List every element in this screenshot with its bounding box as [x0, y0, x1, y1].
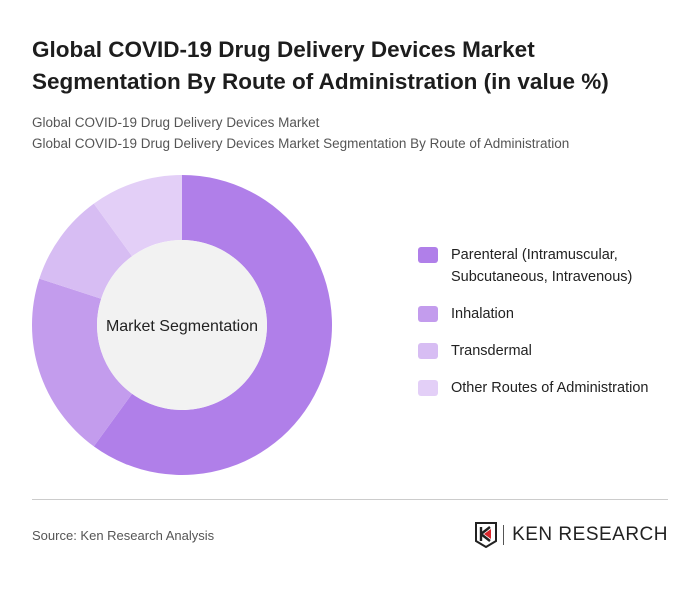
header: Global COVID-19 Drug Delivery Devices Ma…: [0, 0, 700, 164]
legend-item: Parenteral (Intramuscular, Subcutaneous,…: [418, 244, 688, 288]
source-note: Source: Ken Research Analysis: [32, 527, 215, 543]
legend-swatch: [418, 306, 438, 322]
legend-label: Other Routes of Administration: [451, 380, 649, 396]
subtitle-2: Global COVID-19 Drug Delivery Devices Ma…: [32, 136, 570, 151]
footer: Source: Ken Research Analysis KEN RESEAR…: [0, 500, 700, 568]
chart-title: Global COVID-19 Drug Delivery Devices Ma…: [32, 37, 609, 94]
legend-label: Parenteral (Intramuscular, Subcutaneous,…: [451, 247, 633, 285]
legend-item: Inhalation: [418, 303, 688, 325]
ken-research-logo: KEN RESEARCH: [475, 522, 668, 548]
logo-shield-icon: [475, 522, 498, 548]
legend-swatch: [418, 380, 438, 396]
donut-slice-1: [93, 175, 332, 475]
logo-separator: [503, 525, 505, 545]
legend: Parenteral (Intramuscular, Subcutaneous,…: [418, 244, 688, 414]
logo-text: KEN RESEARCH: [512, 524, 668, 545]
divider: [32, 499, 668, 500]
chart-area: Market Segmentation Parenteral (Intramus…: [0, 164, 700, 494]
legend-label: Transdermal: [451, 343, 532, 359]
legend-label: Inhalation: [451, 306, 514, 322]
legend-item: Other Routes of Administration: [418, 377, 688, 399]
donut-chart: Market Segmentation: [32, 175, 332, 475]
subtitle-1: Global COVID-19 Drug Delivery Devices Ma…: [32, 115, 320, 130]
legend-swatch: [418, 247, 438, 263]
donut-slice-2: [32, 278, 133, 447]
legend-item: Transdermal: [418, 340, 688, 362]
donut-hole: [97, 240, 267, 410]
subtitles: Global COVID-19 Drug Delivery Devices Ma…: [32, 112, 668, 164]
donut-slice-4: [93, 175, 182, 257]
donut-slice-3: [39, 203, 133, 299]
center-label: Market Segmentation: [106, 318, 258, 335]
legend-swatch: [418, 343, 438, 359]
